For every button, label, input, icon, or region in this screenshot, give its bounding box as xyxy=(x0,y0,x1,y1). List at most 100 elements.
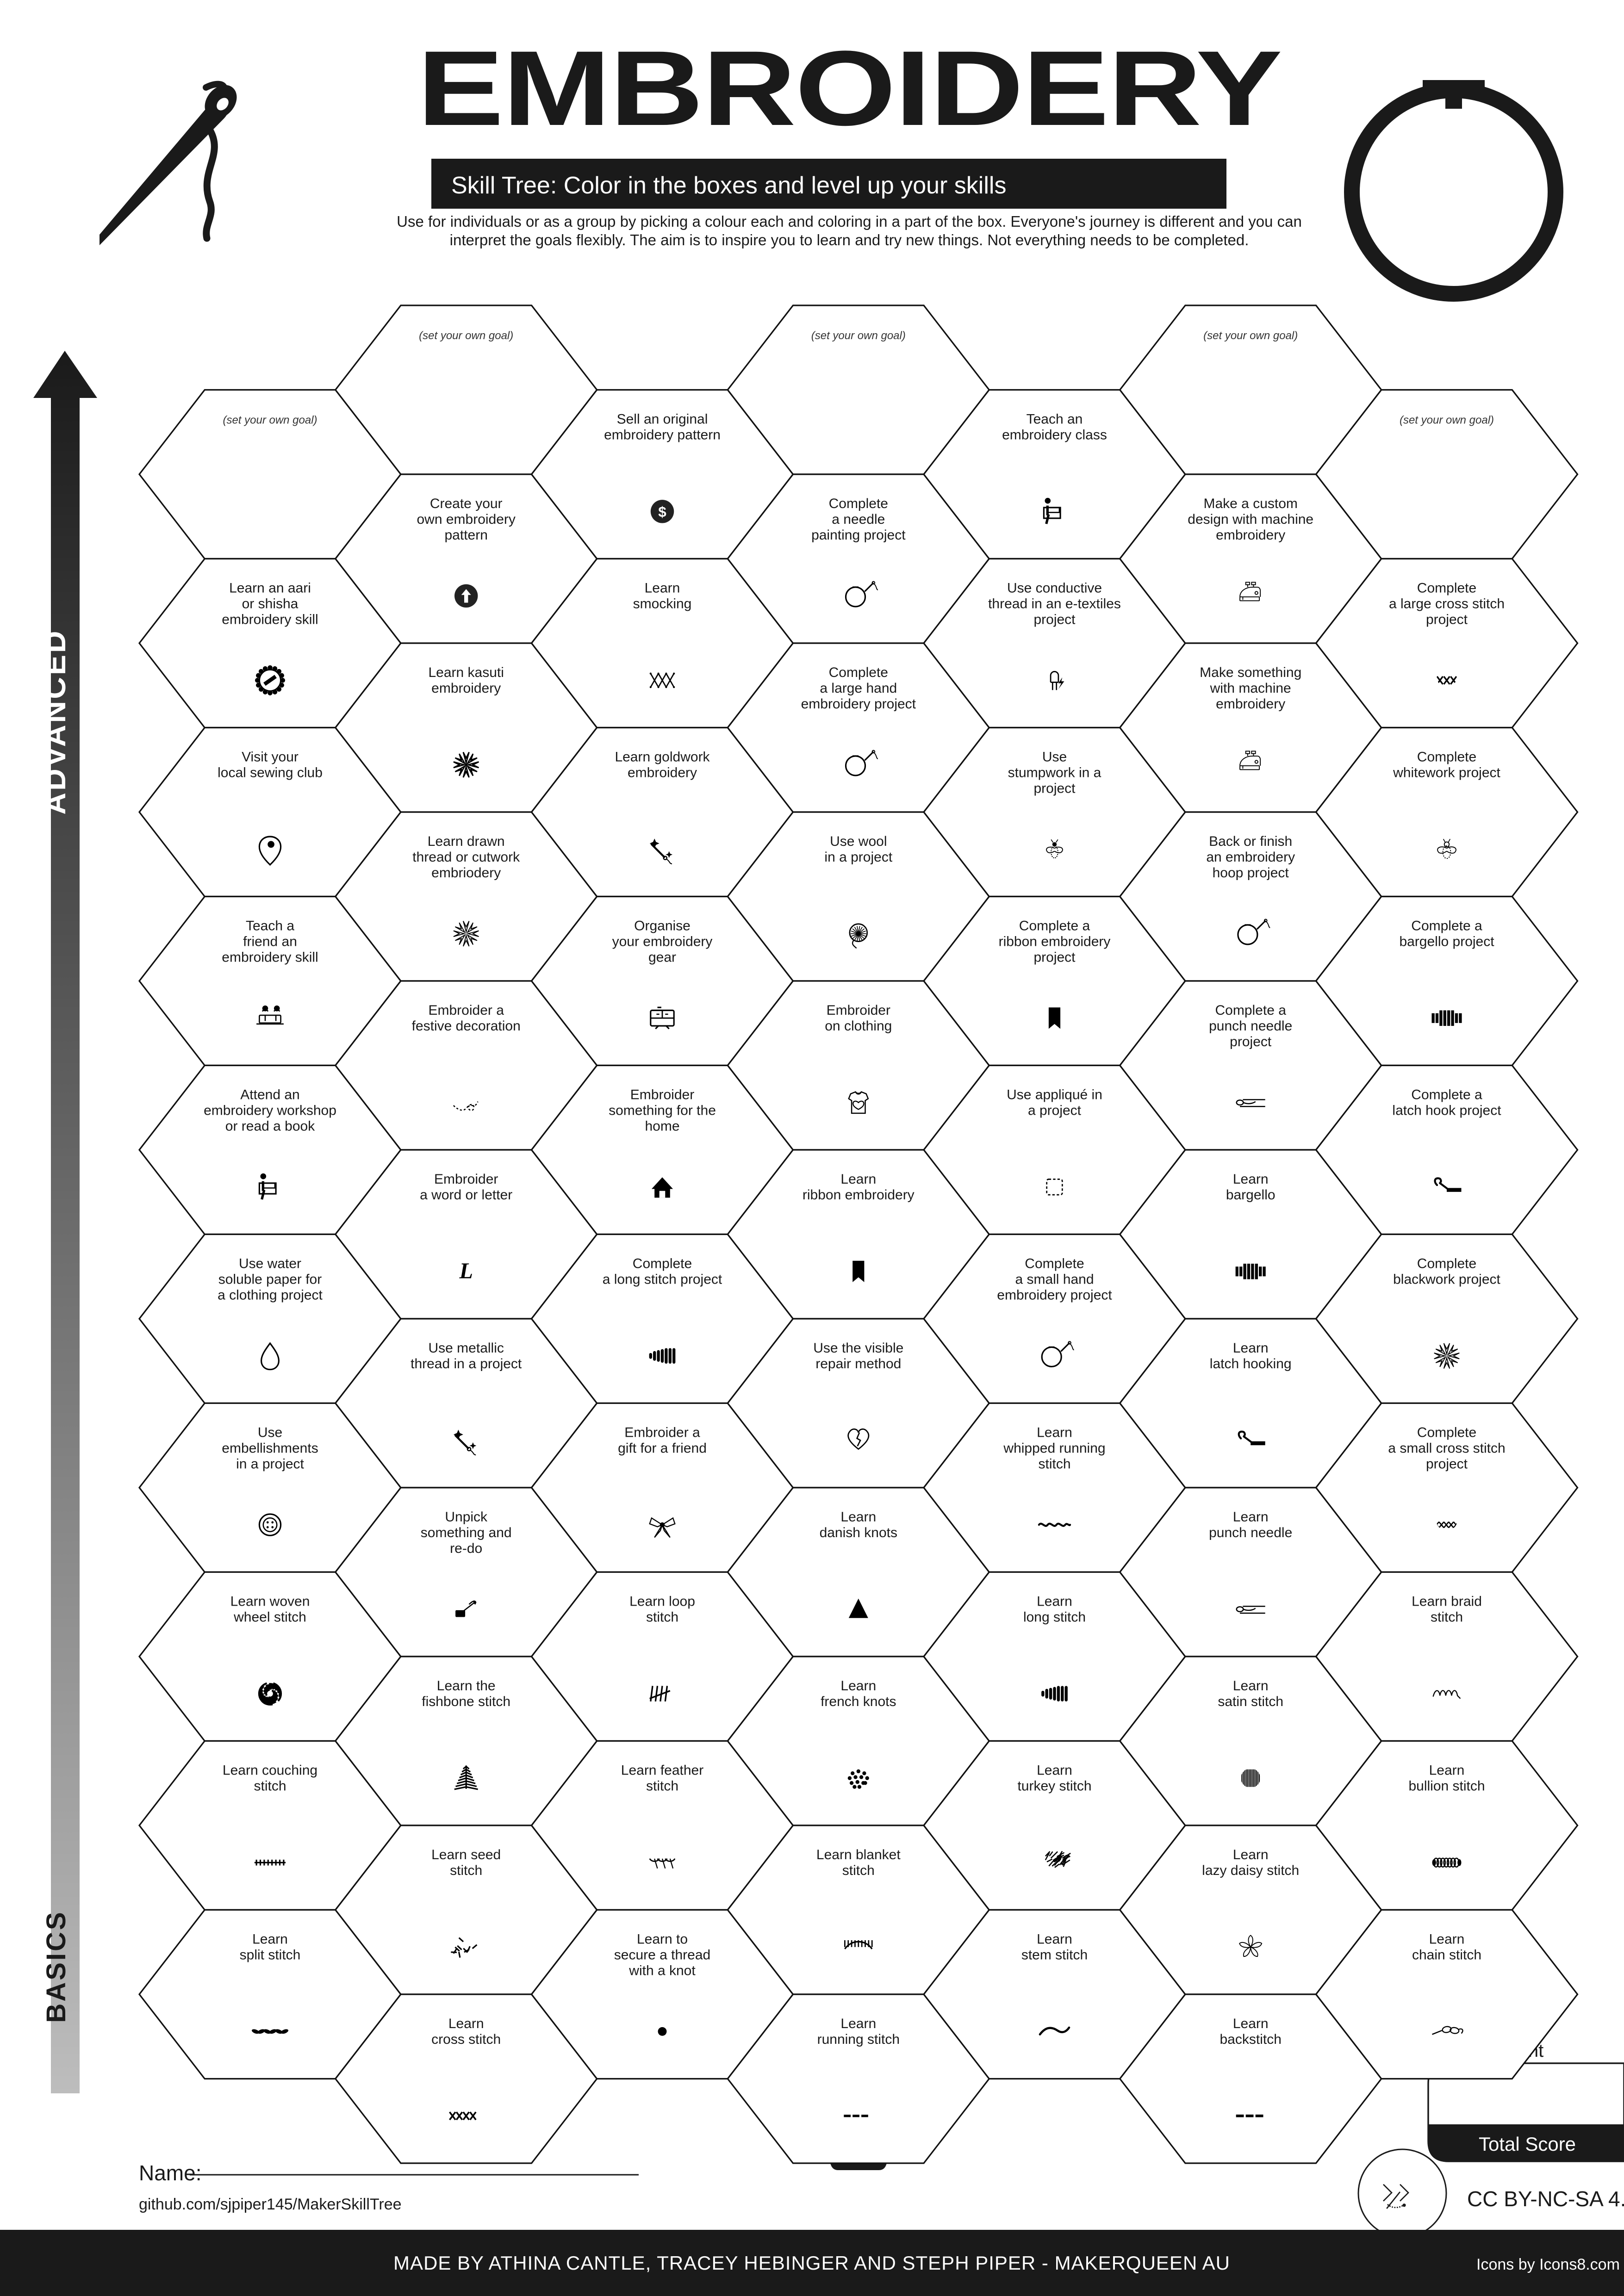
svg-text:embellishments: embellishments xyxy=(222,1441,318,1456)
svg-text:Skill Tree: Color in the boxe: Skill Tree: Color in the boxes and level… xyxy=(451,172,1006,199)
svg-text:embroidery class: embroidery class xyxy=(1002,428,1107,443)
svg-text:cross stitch: cross stitch xyxy=(431,2032,501,2047)
svg-text:interpret the goals flexibly.: interpret the goals flexibly. The aim is… xyxy=(450,231,1249,248)
svg-text:embroidery skill: embroidery skill xyxy=(222,612,318,627)
svg-text:fishbone stitch: fishbone stitch xyxy=(422,1694,510,1709)
svg-text:Learn: Learn xyxy=(1037,1763,1072,1778)
svg-text:a project: a project xyxy=(1028,1103,1082,1118)
svg-text:ADVANCED: ADVANCED xyxy=(37,629,72,814)
svg-text:embriodery: embriodery xyxy=(431,865,501,881)
svg-text:Use the visible: Use the visible xyxy=(813,1340,903,1356)
svg-text:Learn: Learn xyxy=(1233,1172,1269,1187)
svg-text:thread in an e-textiles: thread in an e-textiles xyxy=(988,596,1121,612)
svg-text:with machine: with machine xyxy=(1210,681,1291,696)
svg-text:project: project xyxy=(1033,950,1076,965)
svg-text:Learn feather: Learn feather xyxy=(621,1763,703,1778)
svg-text:or read a book: or read a book xyxy=(225,1119,315,1134)
svg-text:Learn: Learn xyxy=(1233,1847,1269,1862)
svg-text:Learn: Learn xyxy=(1233,1509,1269,1525)
svg-text:Learn: Learn xyxy=(1037,1425,1072,1440)
svg-text:a small hand: a small hand xyxy=(1015,1272,1094,1287)
svg-text:own embroidery: own embroidery xyxy=(417,512,515,527)
svg-text:wheel stitch: wheel stitch xyxy=(233,1610,306,1625)
svg-text:stitch: stitch xyxy=(646,1779,678,1794)
svg-text:a large cross stitch: a large cross stitch xyxy=(1389,596,1505,612)
svg-text:stem stitch: stem stitch xyxy=(1021,1948,1088,1963)
svg-text:Use wool: Use wool xyxy=(830,834,887,849)
svg-text:gear: gear xyxy=(648,950,676,965)
svg-text:Use metallic: Use metallic xyxy=(429,1340,504,1356)
svg-text:EMBROIDERY: EMBROIDERY xyxy=(417,29,1281,148)
svg-text:Complete a: Complete a xyxy=(1019,918,1090,934)
svg-text:Teach a: Teach a xyxy=(246,918,294,934)
svg-text:with a knot: with a knot xyxy=(628,1963,696,1979)
svg-text:backstitch: backstitch xyxy=(1220,2032,1282,2047)
svg-text:github.com/sjpiper145/MakerSki: github.com/sjpiper145/MakerSkillTree xyxy=(139,2196,402,2213)
svg-text:(set your own goal): (set your own goal) xyxy=(811,329,906,342)
svg-text:embroidery skill: embroidery skill xyxy=(222,950,318,965)
svg-text:stitch: stitch xyxy=(1431,1610,1463,1625)
svg-text:Use: Use xyxy=(258,1425,282,1440)
svg-text:ribbon embroidery: ribbon embroidery xyxy=(803,1187,915,1203)
svg-text:Complete: Complete xyxy=(1417,750,1476,765)
svg-text:embroidery pattern: embroidery pattern xyxy=(604,428,721,443)
svg-text:Learn: Learn xyxy=(840,1678,876,1694)
svg-text:Learn braid: Learn braid xyxy=(1412,1594,1482,1609)
svg-text:embroidery: embroidery xyxy=(1216,696,1285,712)
svg-text:stitch: stitch xyxy=(450,1863,482,1878)
svg-text:Learn goldwork: Learn goldwork xyxy=(615,750,710,765)
svg-text:Use: Use xyxy=(1042,750,1067,765)
svg-text:Visit your: Visit your xyxy=(242,750,299,765)
svg-text:Use conductive: Use conductive xyxy=(1007,581,1102,596)
svg-text:french knots: french knots xyxy=(821,1694,896,1709)
svg-text:Learn: Learn xyxy=(1037,1932,1072,1947)
svg-text:Learn drawn: Learn drawn xyxy=(428,834,505,849)
svg-text:re-do: re-do xyxy=(450,1541,482,1556)
svg-text:Learn loop: Learn loop xyxy=(629,1594,695,1609)
svg-text:MADE BY ATHINA CANTLE, TRACEY: MADE BY ATHINA CANTLE, TRACEY HEBINGER A… xyxy=(393,2252,1230,2274)
svg-text:a word or letter: a word or letter xyxy=(420,1187,512,1203)
svg-text:Use for individuals or as a gr: Use for individuals or as a group by pic… xyxy=(397,213,1302,230)
svg-text:Complete: Complete xyxy=(1417,1425,1476,1440)
svg-text:Complete: Complete xyxy=(829,496,888,511)
svg-text:Embroider a: Embroider a xyxy=(624,1425,700,1440)
svg-text:Name:: Name: xyxy=(139,2161,201,2185)
svg-text:stitch: stitch xyxy=(1038,1457,1070,1472)
svg-text:Use appliqué in: Use appliqué in xyxy=(1007,1087,1102,1103)
svg-text:Learn: Learn xyxy=(840,1509,876,1525)
svg-text:soluble paper for: soluble paper for xyxy=(218,1272,322,1287)
svg-text:Icons by Icons8.com: Icons by Icons8.com xyxy=(1476,2256,1620,2273)
svg-text:an embroidery: an embroidery xyxy=(1206,850,1295,865)
svg-text:bullion stitch: bullion stitch xyxy=(1408,1779,1485,1794)
svg-text:Complete a: Complete a xyxy=(1411,918,1482,934)
svg-text:Complete: Complete xyxy=(1417,1256,1476,1272)
svg-text:painting project: painting project xyxy=(811,527,906,543)
svg-text:Complete: Complete xyxy=(1025,1256,1084,1272)
svg-text:Complete: Complete xyxy=(1417,581,1476,596)
svg-text:Make something: Make something xyxy=(1200,665,1301,680)
svg-text:stumpwork in a: stumpwork in a xyxy=(1008,765,1101,781)
svg-text:Total Score: Total Score xyxy=(1479,2133,1576,2155)
svg-text:Learn: Learn xyxy=(645,581,680,596)
svg-text:home: home xyxy=(645,1119,679,1134)
svg-text:Organise: Organise xyxy=(634,918,691,934)
svg-text:latch hook project: latch hook project xyxy=(1392,1103,1501,1118)
svg-text:festive decoration: festive decoration xyxy=(412,1018,521,1034)
svg-text:a clothing project: a clothing project xyxy=(218,1288,323,1303)
svg-text:Learn the: Learn the xyxy=(437,1678,496,1694)
svg-text:pattern: pattern xyxy=(444,527,487,543)
svg-text:Learn: Learn xyxy=(1429,1763,1465,1778)
svg-text:Learn seed: Learn seed xyxy=(431,1847,501,1862)
svg-text:embroidery project: embroidery project xyxy=(801,696,916,712)
svg-text:friend an: friend an xyxy=(243,934,297,949)
svg-text:Learn: Learn xyxy=(1233,2016,1269,2031)
svg-text:bargello: bargello xyxy=(1226,1187,1276,1203)
svg-text:design with machine: design with machine xyxy=(1188,512,1313,527)
svg-text:split stitch: split stitch xyxy=(240,1948,301,1963)
svg-text:lazy daisy stitch: lazy daisy stitch xyxy=(1202,1863,1299,1878)
svg-text:running stitch: running stitch xyxy=(817,2032,900,2047)
svg-text:Attend an: Attend an xyxy=(240,1087,299,1103)
svg-text:project: project xyxy=(1230,1034,1272,1049)
svg-text:embroidery: embroidery xyxy=(1216,527,1285,543)
svg-text:embroidery workshop: embroidery workshop xyxy=(204,1103,336,1118)
